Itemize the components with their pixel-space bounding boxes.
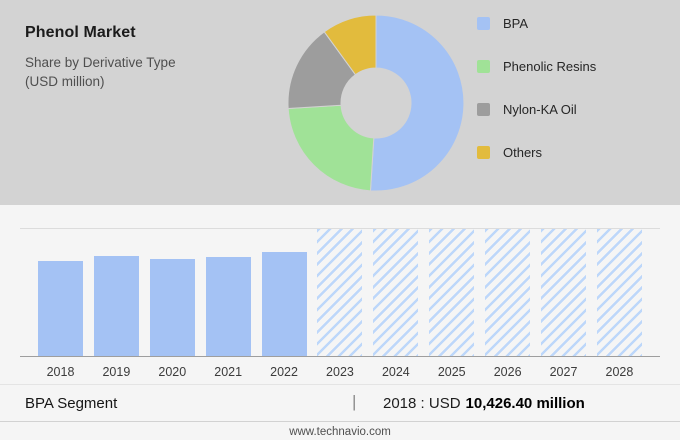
bar-actual-2019 <box>93 255 139 356</box>
bar-slot-2025: 2025 <box>429 229 475 379</box>
title-block: Phenol Market Share by Derivative Type (… <box>25 24 176 89</box>
header-panel: Phenol Market Share by Derivative Type (… <box>0 0 680 205</box>
legend-item-others: Others <box>477 145 596 160</box>
bar-chart: 2018 2019 2020 2021 2022 2023 2024 2025 2026 2027… <box>20 229 660 379</box>
bar-year-label-2024: 2024 <box>381 365 410 379</box>
bar-forecast-2027 <box>541 229 587 356</box>
bar-actual-2022 <box>261 251 307 356</box>
bar-forecast-2025 <box>429 229 475 356</box>
bar-year-label-2025: 2025 <box>437 365 466 379</box>
page-title: Phenol Market <box>25 24 136 41</box>
bar-forecast-2024 <box>373 229 419 356</box>
bar-slot-2023: 2023 <box>317 229 363 379</box>
bar-year-label-2021: 2021 <box>214 365 243 379</box>
bar-forecast-2026 <box>485 229 531 356</box>
legend-label-others: Others <box>503 145 543 160</box>
bar-slot-2028: 2028 <box>596 229 642 379</box>
legend-swatch-others <box>477 146 490 159</box>
bar-slot-2022: 2022 <box>261 229 307 379</box>
bar-slot-2020: 2020 <box>149 229 195 379</box>
bar-forecast-2023 <box>317 229 363 356</box>
site-url: www.technavio.com <box>289 426 391 438</box>
site-row: www.technavio.com <box>0 421 680 440</box>
legend-swatch-bpa <box>477 17 490 30</box>
bar-year-label-2018: 2018 <box>46 365 75 379</box>
legend-swatch-phenolic-resins <box>477 60 490 73</box>
donut-slice-others <box>323 14 377 76</box>
legend-label-phenolic-resins: Phenolic Resins <box>503 59 597 74</box>
bar-actual-2018 <box>38 260 83 356</box>
donut-slice-bpa <box>369 14 465 192</box>
bar-slot-2024: 2024 <box>373 229 419 379</box>
page-subtitle: Share by Derivative Type <box>25 55 176 70</box>
summary-value-prefix: 2018 : USD <box>383 395 461 412</box>
summary-value-amount: 10,426.40 million <box>465 395 585 412</box>
summary-value: 2018 : USD 10,426.40 million <box>383 395 585 412</box>
summary-row: BPA Segment | 2018 : USD 10,426.40 millio… <box>0 384 680 422</box>
donut-legend: BPA Phenolic Resins Nylon-KA Oil Others <box>477 16 596 160</box>
legend-label-bpa: BPA <box>503 16 529 31</box>
legend-swatch-nylon-ka-oil <box>477 103 490 116</box>
legend-label-nylon-ka-oil: Nylon-KA Oil <box>503 102 577 117</box>
summary-separator: | <box>352 392 357 411</box>
donut-slice-phenolic-resins <box>287 104 375 192</box>
bar-slot-2018: 2018 <box>38 229 83 379</box>
bar-year-label-2027: 2027 <box>549 365 578 379</box>
bar-slot-2019: 2019 <box>93 229 139 379</box>
bar-year-label-2022: 2022 <box>270 365 298 379</box>
legend-item-phenolic-resins: Phenolic Resins <box>477 59 596 74</box>
bar-year-label-2019: 2019 <box>102 365 131 379</box>
bar-slot-2021: 2021 <box>205 229 251 379</box>
bar-actual-2020 <box>149 259 195 356</box>
bar-forecast-2028 <box>596 229 642 356</box>
bar-year-label-2026: 2026 <box>493 365 522 379</box>
bar-year-label-2023: 2023 <box>326 365 354 379</box>
segment-label: BPA Segment <box>25 395 118 412</box>
legend-item-nylon-ka-oil: Nylon-KA Oil <box>477 102 596 117</box>
bar-year-label-2028: 2028 <box>605 365 634 379</box>
bar-slot-2026: 2026 <box>485 229 531 379</box>
bar-plot: 2018 2019 2020 2021 2022 2023 2024 2025 2026 2027… <box>20 228 660 379</box>
donut-chart <box>287 14 465 192</box>
bar-slot-2027: 2027 <box>541 229 587 379</box>
bar-year-label-2020: 2020 <box>158 365 187 379</box>
bar-actual-2021 <box>205 256 251 356</box>
legend-item-bpa: BPA <box>477 16 596 31</box>
unit-label: (USD million) <box>25 74 105 89</box>
